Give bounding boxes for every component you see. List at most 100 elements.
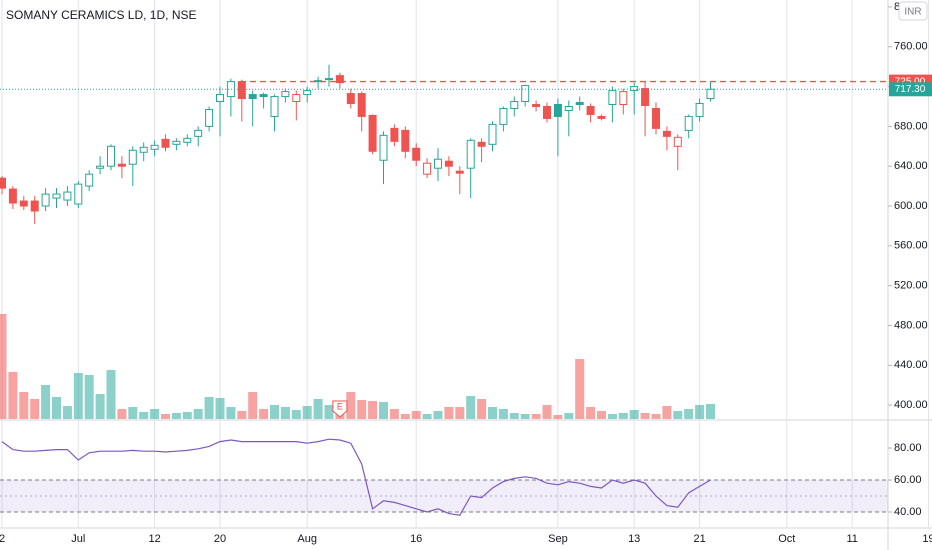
x-tick-label: 12 [148,533,160,545]
candle-body [128,149,137,165]
volume-bar [117,409,127,419]
volume-bar [52,397,61,419]
currency-box[interactable] [898,1,928,21]
rsi-tick-label: 60.00 [894,474,922,486]
candle-body [510,101,519,109]
volume-bar [379,402,388,419]
candle-body [662,130,671,137]
volume-bar [19,392,29,419]
candle-body [368,114,377,152]
candle-body [270,96,279,117]
candle-body [608,90,617,106]
volume-bar [553,415,563,419]
currency[interactable]: INR [904,7,921,18]
candle-body [248,94,257,100]
candle-body [30,200,39,212]
volume-bar [313,399,323,419]
volume-bar [466,396,476,419]
volume-bar [95,394,105,419]
x-tick-label: 16 [410,533,422,545]
y-tick-label: 560.00 [894,240,928,252]
candle-body [477,141,486,147]
candle-body [139,146,148,153]
candle-body [597,115,606,119]
candle-body [455,170,464,174]
volume-bar [41,385,51,419]
event-marker [332,400,348,418]
volume-bar [237,411,247,419]
candle-body [194,129,203,137]
volume-bar [215,398,225,419]
candle-body [412,147,421,161]
volume-bar [651,414,661,419]
volume-bar [520,414,530,419]
candle-body [107,145,115,167]
event-label: E [337,401,343,411]
candle-body [8,188,17,204]
volume-bar [324,405,334,419]
volume-bar [139,412,149,419]
y-tick-label: 600.00 [894,200,928,212]
rsi-tick-label: 80.00 [894,442,922,454]
x-tick-label: Aug [297,533,317,545]
candle-body [619,91,628,106]
candle-body [401,129,410,152]
volume-bar [226,407,236,419]
candle-body [575,102,584,106]
candle-body [150,144,159,150]
x-tick-label: Oct [778,533,795,545]
candle-body [183,137,192,143]
rsi-tick-label: 40.00 [894,506,922,518]
level-label-box [889,82,932,97]
y-tick-label: 480.00 [894,319,928,331]
y-tick-label: 680.00 [894,120,928,132]
candle-body [434,158,442,169]
candle-body [532,104,541,107]
candle-body [564,105,573,111]
volume-bar [171,413,181,419]
volume-bar [477,399,487,419]
candle-body [74,183,83,205]
volume-bar [400,414,410,419]
candle-body [586,105,595,115]
candle-body [390,127,399,142]
x-tick-label: 19 [922,533,932,545]
candle-body [52,193,61,199]
candle-body [630,86,639,92]
volume-bar [542,405,552,419]
volume-bar [204,397,214,419]
volume-bar [618,413,628,419]
candle-body [684,115,693,131]
volume-bar [433,411,443,419]
volume-bar [73,373,83,419]
volume-bar [84,375,94,419]
volume-bar [509,413,519,419]
candle-body [695,103,704,117]
volume-bar [62,406,72,419]
y-tick-label: 760.00 [894,41,928,53]
volume-bar [106,370,116,419]
volume-bar [444,407,454,419]
volume-bar [248,392,258,419]
volume-bar [607,414,617,419]
volume-bar [30,399,40,419]
candle-body [335,75,344,84]
candle-body [96,165,105,169]
candle-body [85,173,94,187]
volume-bar [575,359,585,419]
candle-body [117,163,126,167]
y-tick-label: 400.00 [894,399,928,411]
candle-body [172,140,181,145]
volume-bar [498,409,508,419]
volume-bar [455,407,465,419]
volume-bar [564,413,574,419]
volume-bar [291,410,301,419]
candle-body [673,136,682,147]
candle-body [259,94,268,98]
candle-body [205,108,214,127]
y-tick-label: 440.00 [894,359,928,371]
candle-body [357,93,366,117]
candle-body [499,107,508,125]
x-tick-label: Sep [548,533,568,545]
